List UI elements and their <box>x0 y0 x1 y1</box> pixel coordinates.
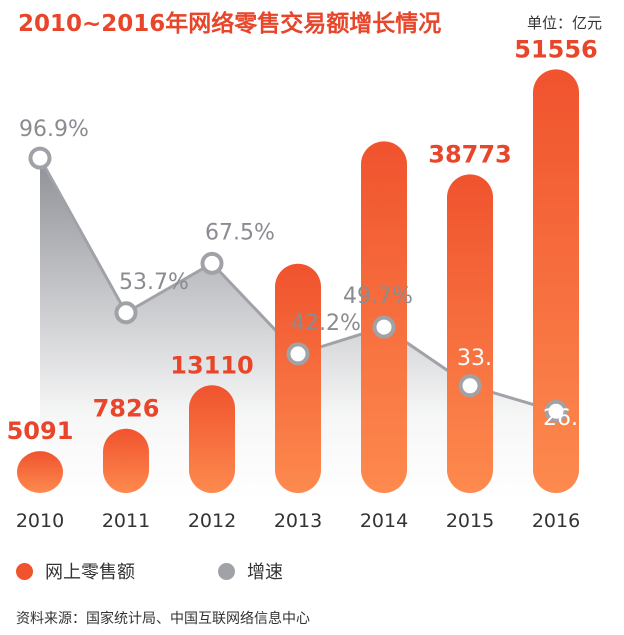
growth-label-2014: 49.7% <box>343 284 413 309</box>
bar-label-2012: 13110 <box>170 351 254 379</box>
bar-label-2016: 51556 <box>514 35 598 63</box>
legend-label-sales: 网上零售额 <box>45 562 135 583</box>
chart-canvas: 5091 7826 13110 38773 51556 96.9% 53.7% 67.5% 42… <box>6 35 613 532</box>
bar-label-2011: 7826 <box>93 395 160 423</box>
growth-label-2013: 42.2% <box>291 311 361 336</box>
growth-label-2015: 33.3% <box>457 346 527 371</box>
growth-point-2012 <box>200 251 224 275</box>
growth-point-2010 <box>28 146 52 170</box>
chart-title: 2010~2016年网络零售交易额增长情况 <box>18 11 442 37</box>
bar-label-2015: 38773 <box>428 140 512 168</box>
bar-label-2010: 5091 <box>7 417 74 445</box>
growth-label-2012: 67.5% <box>205 220 275 245</box>
legend-item-sales: 网上零售额 <box>16 559 135 583</box>
growth-point-2014 <box>372 315 396 339</box>
unit-label: 单位：亿元 <box>526 14 602 32</box>
growth-label-2011: 53.7% <box>119 270 189 295</box>
legend-label-growth: 增速 <box>247 562 283 583</box>
bar-2011 <box>103 428 149 493</box>
legend-swatch-sales <box>16 562 33 580</box>
growth-point-2013 <box>286 342 310 366</box>
growth-label-2016: 26.2% <box>543 406 613 431</box>
x-tick-2011: 2011 <box>102 510 150 532</box>
bar-2010 <box>17 451 63 493</box>
x-tick-2015: 2015 <box>446 510 494 532</box>
bar-2016 <box>533 69 579 493</box>
growth-point-2011 <box>114 301 138 325</box>
x-tick-2010: 2010 <box>16 510 64 532</box>
bar-2015 <box>447 174 493 493</box>
growth-point-2016 <box>544 399 568 423</box>
x-tick-2013: 2013 <box>274 510 322 532</box>
x-tick-2014: 2014 <box>360 510 408 532</box>
legend-swatch-growth <box>218 562 235 580</box>
x-tick-2012: 2012 <box>188 510 236 532</box>
x-tick-2016: 2016 <box>532 510 580 532</box>
growth-area <box>40 158 556 500</box>
growth-point-2015 <box>458 374 482 398</box>
bar-2013 <box>275 263 321 493</box>
source-note: 资料来源：国家统计局、中国互联网络信息中心 <box>16 611 310 627</box>
growth-label-2010: 96.9% <box>19 117 89 142</box>
bar-2012 <box>189 385 235 493</box>
legend-item-growth: 增速 <box>218 559 283 583</box>
